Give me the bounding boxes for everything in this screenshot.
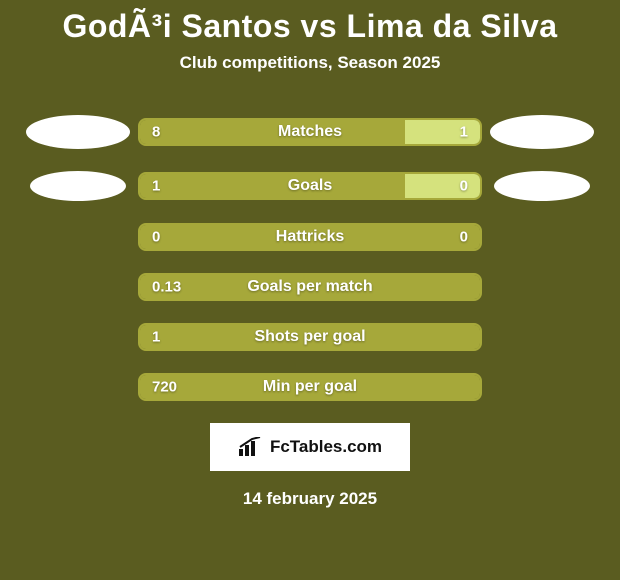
stat-value-left: 0.13 — [152, 279, 181, 296]
stat-bar: Goals 1 0 — [138, 172, 482, 200]
stat-value-left: 1 — [152, 329, 160, 346]
team-logo-left — [26, 115, 130, 149]
stat-bar: Min per goal 720 — [138, 373, 482, 401]
brand-text: FcTables.com — [270, 437, 382, 457]
bar-segment-left — [140, 120, 405, 144]
stat-row: Goals per match 0.13 — [0, 273, 620, 301]
stat-bar: Shots per goal 1 — [138, 323, 482, 351]
stat-value-left: 8 — [152, 124, 160, 141]
stat-bar: Goals per match 0.13 — [138, 273, 482, 301]
stat-row: Min per goal 720 — [0, 373, 620, 401]
stat-value-right: 0 — [460, 178, 468, 195]
stat-label: Goals — [288, 177, 332, 195]
stat-row: Hattricks 0 0 — [0, 223, 620, 251]
stats-container: Matches 8 1 Goals 1 0 Hattricks 0 0 Goals per mat… — [0, 115, 620, 401]
team-logo-right — [490, 115, 594, 149]
date-label: 14 february 2025 — [0, 489, 620, 509]
stat-bar: Hattricks 0 0 — [138, 223, 482, 251]
bar-segment-right — [405, 120, 480, 144]
stat-label: Min per goal — [263, 378, 357, 396]
page-title: GodÃ³i Santos vs Lima da Silva — [0, 0, 620, 45]
stat-label: Goals per match — [247, 278, 372, 296]
stat-value-left: 0 — [152, 229, 160, 246]
stat-label: Hattricks — [276, 228, 344, 246]
bar-segment-left — [140, 174, 405, 198]
bar-segment-right — [405, 174, 480, 198]
subtitle: Club competitions, Season 2025 — [0, 53, 620, 73]
stat-row: Shots per goal 1 — [0, 323, 620, 351]
stat-value-right: 0 — [460, 229, 468, 246]
chart-icon — [238, 437, 264, 457]
stat-bar: Matches 8 1 — [138, 118, 482, 146]
team-logo-left — [30, 171, 126, 201]
stat-label: Matches — [278, 123, 342, 141]
stat-row: Goals 1 0 — [0, 171, 620, 201]
stat-row: Matches 8 1 — [0, 115, 620, 149]
stat-value-left: 1 — [152, 178, 160, 195]
brand-box: FcTables.com — [210, 423, 410, 471]
stat-value-right: 1 — [460, 124, 468, 141]
team-logo-right — [494, 171, 590, 201]
stat-value-left: 720 — [152, 379, 177, 396]
stat-label: Shots per goal — [254, 328, 365, 346]
